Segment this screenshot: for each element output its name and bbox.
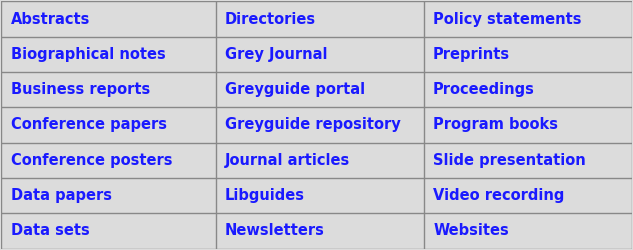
Text: Policy statements: Policy statements bbox=[433, 12, 582, 26]
Text: Conference posters: Conference posters bbox=[11, 153, 172, 168]
Text: Conference papers: Conference papers bbox=[11, 118, 167, 132]
Text: Data sets: Data sets bbox=[11, 224, 90, 238]
Text: Abstracts: Abstracts bbox=[11, 12, 91, 26]
Text: Newsletters: Newsletters bbox=[225, 224, 325, 238]
Text: Business reports: Business reports bbox=[11, 82, 150, 97]
Text: Preprints: Preprints bbox=[433, 47, 510, 62]
Text: Proceedings: Proceedings bbox=[433, 82, 535, 97]
Text: Directories: Directories bbox=[225, 12, 316, 26]
Text: Greyguide repository: Greyguide repository bbox=[225, 118, 401, 132]
Text: Websites: Websites bbox=[433, 224, 509, 238]
Text: Data papers: Data papers bbox=[11, 188, 112, 203]
Text: Grey Journal: Grey Journal bbox=[225, 47, 328, 62]
Text: Slide presentation: Slide presentation bbox=[433, 153, 586, 168]
Text: Greyguide portal: Greyguide portal bbox=[225, 82, 365, 97]
Text: Video recording: Video recording bbox=[433, 188, 565, 203]
Text: Biographical notes: Biographical notes bbox=[11, 47, 166, 62]
Text: Libguides: Libguides bbox=[225, 188, 305, 203]
Text: Journal articles: Journal articles bbox=[225, 153, 351, 168]
Text: Program books: Program books bbox=[433, 118, 558, 132]
